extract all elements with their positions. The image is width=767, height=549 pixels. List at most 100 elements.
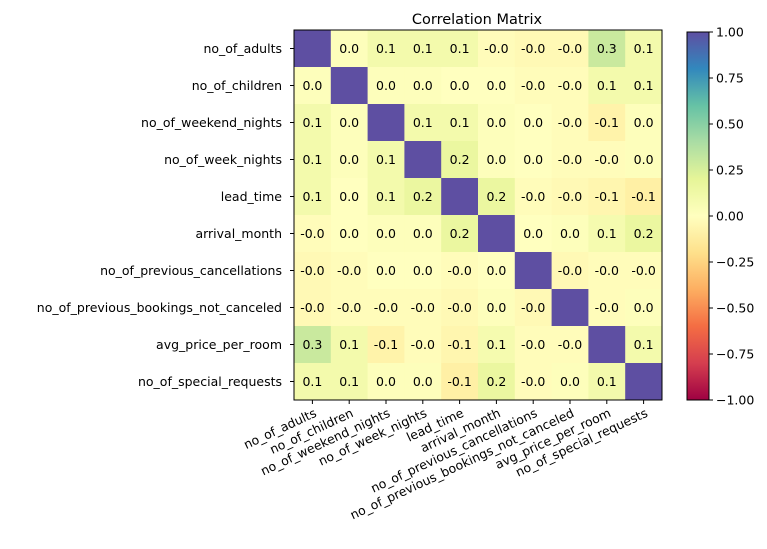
y-tick-label: avg_price_per_room bbox=[156, 337, 282, 352]
cell-value-label: 0.1 bbox=[376, 152, 396, 167]
heatmap-cell-6-2 bbox=[367, 252, 405, 290]
colorbar-tick-label: −1.00 bbox=[716, 393, 754, 408]
chart-title: Correlation Matrix bbox=[412, 12, 543, 28]
cell-value-label: -0.0 bbox=[631, 263, 655, 278]
cell-value-label: -0.0 bbox=[521, 300, 545, 315]
heatmap-cell-8-3 bbox=[404, 326, 442, 364]
cell-value-label: 0.0 bbox=[486, 78, 506, 93]
cell-value-label: -0.0 bbox=[300, 263, 324, 278]
heatmap-cell-7-1 bbox=[330, 289, 368, 327]
cell-value-label: 0.1 bbox=[450, 115, 470, 130]
cell-value-label: 0.1 bbox=[597, 226, 617, 241]
cell-value-label: -0.0 bbox=[411, 337, 435, 352]
heatmap-cell-5-9 bbox=[625, 215, 663, 253]
cell-value-label: -0.0 bbox=[521, 78, 545, 93]
heatmap-cell-1-6 bbox=[514, 67, 552, 105]
cell-value-label: -0.0 bbox=[558, 189, 582, 204]
colorbar-ticks: 1.00 0.75 0.50 0.25 0.00 −0.25 −0.50 −0.75 −1.00 bbox=[709, 25, 754, 408]
cell-value-label: -0.0 bbox=[447, 300, 471, 315]
heatmap-cell-2-8 bbox=[588, 104, 626, 142]
colorbar-tick-label: −0.75 bbox=[716, 347, 754, 362]
heatmap-cell-2-0 bbox=[294, 104, 332, 142]
heatmap-cells bbox=[294, 30, 663, 401]
cell-value-label: 0.1 bbox=[376, 41, 396, 56]
y-tick-label: no_of_children bbox=[192, 78, 282, 93]
heatmap-cell-2-5 bbox=[478, 104, 516, 142]
cell-value-label: 0.0 bbox=[413, 374, 433, 389]
cell-value-label: 0.0 bbox=[486, 300, 506, 315]
heatmap-cell-2-2 bbox=[367, 104, 405, 142]
cell-value-label: -0.0 bbox=[558, 115, 582, 130]
heatmap-cell-1-3 bbox=[404, 67, 442, 105]
cell-value-label: 0.0 bbox=[339, 226, 359, 241]
cell-value-label: -0.0 bbox=[558, 337, 582, 352]
heatmap-cell-9-1 bbox=[330, 363, 368, 401]
cell-value-label: 0.2 bbox=[486, 189, 506, 204]
heatmap-cell-3-2 bbox=[367, 141, 405, 179]
heatmap-cell-6-6 bbox=[514, 252, 552, 290]
cell-value-label: -0.1 bbox=[595, 189, 619, 204]
heatmap-cell-0-6 bbox=[514, 30, 552, 68]
cell-value-label: 0.0 bbox=[486, 115, 506, 130]
heatmap-cell-0-0 bbox=[294, 30, 332, 68]
heatmap-cell-8-5 bbox=[478, 326, 516, 364]
heatmap-cell-7-3 bbox=[404, 289, 442, 327]
heatmap-cell-9-2 bbox=[367, 363, 405, 401]
heatmap-cell-9-7 bbox=[551, 363, 589, 401]
cell-value-label: 0.1 bbox=[450, 41, 470, 56]
heatmap-cell-0-8 bbox=[588, 30, 626, 68]
cell-value-label: 0.1 bbox=[302, 152, 322, 167]
cell-value-label: 0.1 bbox=[302, 374, 322, 389]
cell-value-label: -0.0 bbox=[558, 152, 582, 167]
heatmap-cell-5-5 bbox=[478, 215, 516, 253]
heatmap-cell-2-9 bbox=[625, 104, 663, 142]
cell-value-label: 0.0 bbox=[376, 226, 396, 241]
heatmap-cell-0-7 bbox=[551, 30, 589, 68]
heatmap-cell-1-4 bbox=[441, 67, 479, 105]
cell-value-label: -0.0 bbox=[521, 374, 545, 389]
cell-value-label: 0.2 bbox=[450, 152, 470, 167]
cell-value-label: -0.0 bbox=[595, 263, 619, 278]
heatmap-cell-labels: 0.0 0.1 0.1 0.1 -0.0 -0.0 -0.0 0.3 0.1 0.0 0.0 0.0 0… bbox=[300, 41, 656, 389]
heatmap-cell-9-0 bbox=[294, 363, 332, 401]
heatmap-cell-1-2 bbox=[367, 67, 405, 105]
heatmap-cell-9-6 bbox=[514, 363, 552, 401]
heatmap-cell-6-9 bbox=[625, 252, 663, 290]
cell-value-label: 0.0 bbox=[339, 115, 359, 130]
cell-value-label: -0.0 bbox=[337, 300, 361, 315]
heatmap-cell-7-4 bbox=[441, 289, 479, 327]
heatmap-cell-4-4 bbox=[441, 178, 479, 216]
cell-value-label: 0.0 bbox=[523, 115, 543, 130]
cell-value-label: -0.0 bbox=[484, 41, 508, 56]
heatmap-cell-6-8 bbox=[588, 252, 626, 290]
cell-value-label: 0.0 bbox=[486, 152, 506, 167]
cell-value-label: -0.0 bbox=[558, 78, 582, 93]
heatmap-cell-3-1 bbox=[330, 141, 368, 179]
cell-value-label: 0.1 bbox=[634, 337, 654, 352]
heatmap-cell-5-1 bbox=[330, 215, 368, 253]
heatmap-cell-3-7 bbox=[551, 141, 589, 179]
colorbar-tick-label: 0.75 bbox=[716, 71, 744, 86]
heatmap-cell-2-3 bbox=[404, 104, 442, 142]
heatmap-cell-7-0 bbox=[294, 289, 332, 327]
cell-value-label: -0.0 bbox=[411, 300, 435, 315]
heatmap-cell-3-5 bbox=[478, 141, 516, 179]
heatmap-cell-3-8 bbox=[588, 141, 626, 179]
cell-value-label: -0.0 bbox=[595, 300, 619, 315]
heatmap-cell-1-1 bbox=[330, 67, 368, 105]
heatmap-cell-5-4 bbox=[441, 215, 479, 253]
cell-value-label: 0.0 bbox=[376, 374, 396, 389]
cell-value-label: 0.1 bbox=[634, 78, 654, 93]
cell-value-label: 0.0 bbox=[413, 78, 433, 93]
cell-value-label: -0.0 bbox=[521, 41, 545, 56]
y-tick-label: no_of_week_nights bbox=[164, 152, 282, 167]
cell-value-label: 0.1 bbox=[339, 374, 359, 389]
y-tick-label: no_of_weekend_nights bbox=[141, 115, 282, 130]
heatmap-cell-8-6 bbox=[514, 326, 552, 364]
cell-value-label: -0.1 bbox=[595, 115, 619, 130]
x-axis: no_of_adultsno_of_childrenno_of_weekend_… bbox=[241, 400, 650, 522]
heatmap-cell-6-0 bbox=[294, 252, 332, 290]
heatmap-cell-1-9 bbox=[625, 67, 663, 105]
y-axis: no_of_adults no_of_children no_of_weekend_… bbox=[37, 41, 294, 389]
heatmap-cell-1-0 bbox=[294, 67, 332, 105]
